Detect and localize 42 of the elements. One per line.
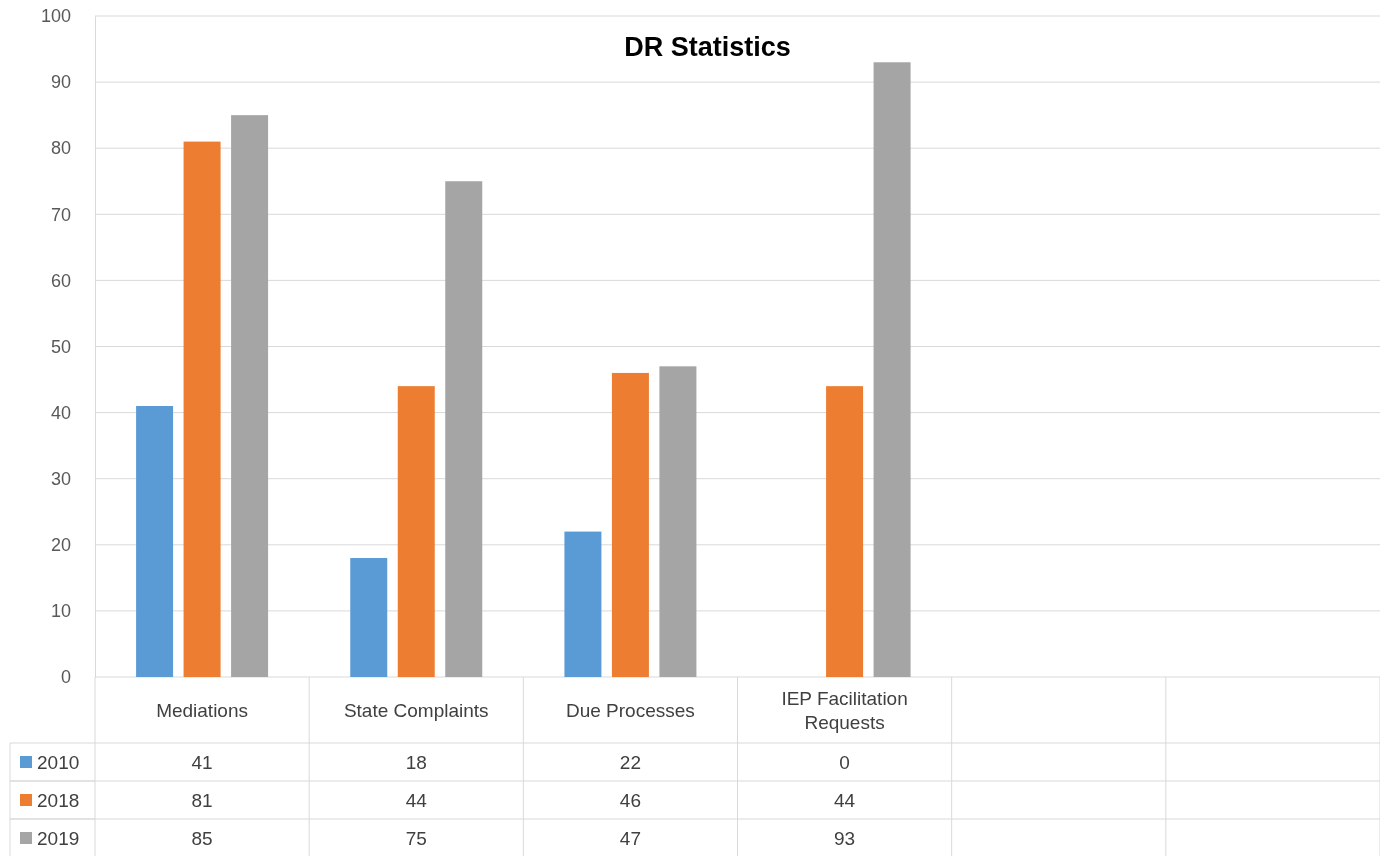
y-tick-label: 50	[50, 336, 71, 357]
data-label: 46	[619, 790, 641, 811]
data-label: 81	[191, 790, 213, 811]
text: DR Statistics	[624, 32, 791, 62]
legend-label: 2018	[37, 790, 80, 811]
y-tick-label: 40	[50, 402, 71, 423]
data-label: 22	[619, 752, 641, 773]
bar	[183, 141, 221, 677]
bar	[350, 558, 388, 677]
bar	[873, 62, 911, 677]
x-tick-label: State Complaints	[343, 700, 489, 721]
data-label: 85	[191, 828, 213, 849]
data-label: 75	[405, 828, 427, 849]
bar	[136, 405, 174, 677]
data-label: 44	[405, 790, 428, 811]
bar	[826, 386, 864, 677]
y-tick-label: 70	[50, 204, 71, 225]
bar	[445, 181, 483, 677]
bar	[659, 366, 697, 677]
x-tick-label: Due Processes	[565, 700, 695, 721]
legend-label: 2010	[37, 752, 80, 773]
data-label: 47	[619, 828, 641, 849]
y-tick-label: 10	[50, 601, 71, 622]
y-tick-label: 0	[60, 667, 71, 688]
bar	[231, 115, 269, 677]
bar	[397, 386, 435, 677]
y-tick-label: 100	[40, 6, 71, 27]
bar	[611, 372, 649, 677]
data-label: 93	[834, 828, 856, 849]
data-label: 18	[405, 752, 427, 773]
y-tick-label: 20	[50, 535, 71, 556]
bar	[564, 531, 602, 677]
x-tick-label: Mediations	[156, 700, 249, 721]
x-tick-label: IEP Facilitation Requests	[781, 688, 908, 733]
data-label: 41	[191, 752, 213, 773]
y-tick-label: 60	[50, 270, 71, 291]
legend-label: 2019	[37, 828, 80, 849]
data-label: 44	[834, 790, 856, 811]
y-tick-label: 30	[50, 468, 71, 489]
y-tick-label: 80	[50, 138, 71, 159]
data-label: 0	[839, 752, 850, 773]
y-tick-label: 90	[50, 72, 71, 93]
